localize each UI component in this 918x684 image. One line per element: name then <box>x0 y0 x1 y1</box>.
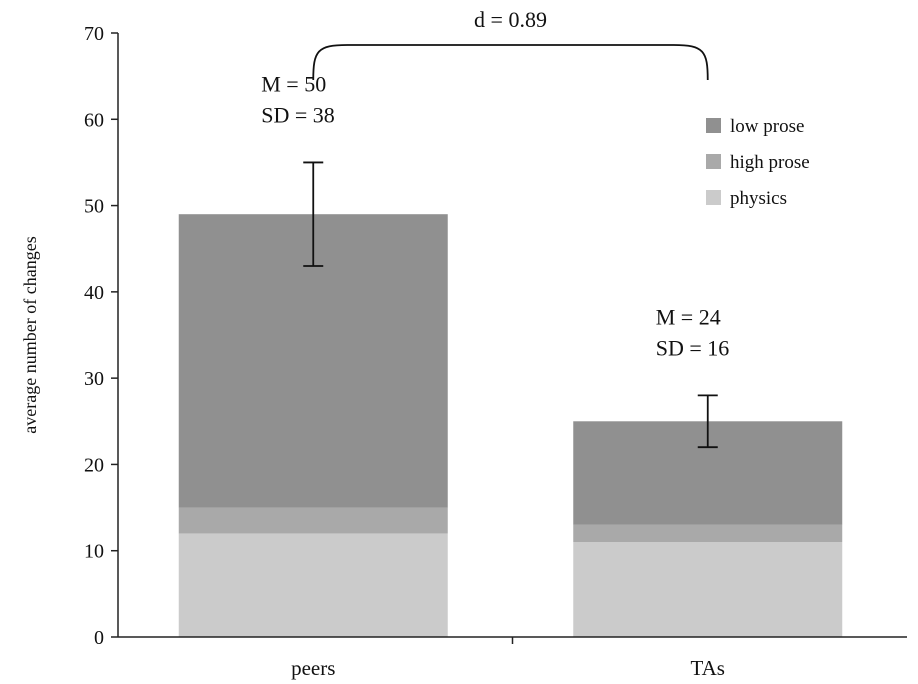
legend-label-physics: physics <box>730 188 787 209</box>
y-tick-label-30: 30 <box>84 368 104 390</box>
legend: low prose high prose physics <box>706 116 810 209</box>
y-tick-label-20: 20 <box>84 454 104 476</box>
comparison-bracket: d = 0.89 <box>312 7 709 81</box>
legend-swatch-high-prose <box>706 154 721 169</box>
x-labels-layer: peers TAs <box>291 637 725 680</box>
error-bars-layer <box>303 161 718 449</box>
y-tick-label-60: 60 <box>84 109 104 131</box>
annotation-tas-1: SD = 16 <box>656 335 730 360</box>
legend-label-high-prose: high prose <box>730 152 810 173</box>
y-axis-label: average number of changes <box>20 236 40 433</box>
bars-layer <box>178 214 843 637</box>
y-ticks-layer: 0 10 20 30 40 50 60 70 <box>84 23 118 649</box>
x-tick-label-peers: peers <box>291 656 335 680</box>
comparison-label: d = 0.89 <box>474 7 547 32</box>
legend-swatch-physics <box>706 190 721 205</box>
bar-peers-high-prose <box>178 507 448 534</box>
error-bar-peers <box>303 161 324 267</box>
annotation-peers-1: SD = 38 <box>261 102 335 127</box>
y-tick-label-0: 0 <box>94 627 104 649</box>
error-bar-tas <box>697 394 718 449</box>
bar-tas-physics <box>573 542 843 637</box>
annotation-peers-0: M = 50 <box>261 71 326 96</box>
x-tick-label-tas: TAs <box>691 656 725 680</box>
bar-peers-physics <box>178 533 448 637</box>
legend-label-low-prose: low prose <box>730 116 804 137</box>
comparison-bracket-line <box>312 44 709 81</box>
annotation-tas-0: M = 24 <box>656 304 721 329</box>
y-tick-label-70: 70 <box>84 23 104 45</box>
annotations-layer: M = 50 SD = 38 M = 24 SD = 16 <box>261 71 729 360</box>
bar-tas-high-prose <box>573 524 843 543</box>
legend-swatch-low-prose <box>706 118 721 133</box>
y-tick-label-10: 10 <box>84 541 104 563</box>
y-tick-label-40: 40 <box>84 282 104 304</box>
y-tick-label-50: 50 <box>84 196 104 218</box>
